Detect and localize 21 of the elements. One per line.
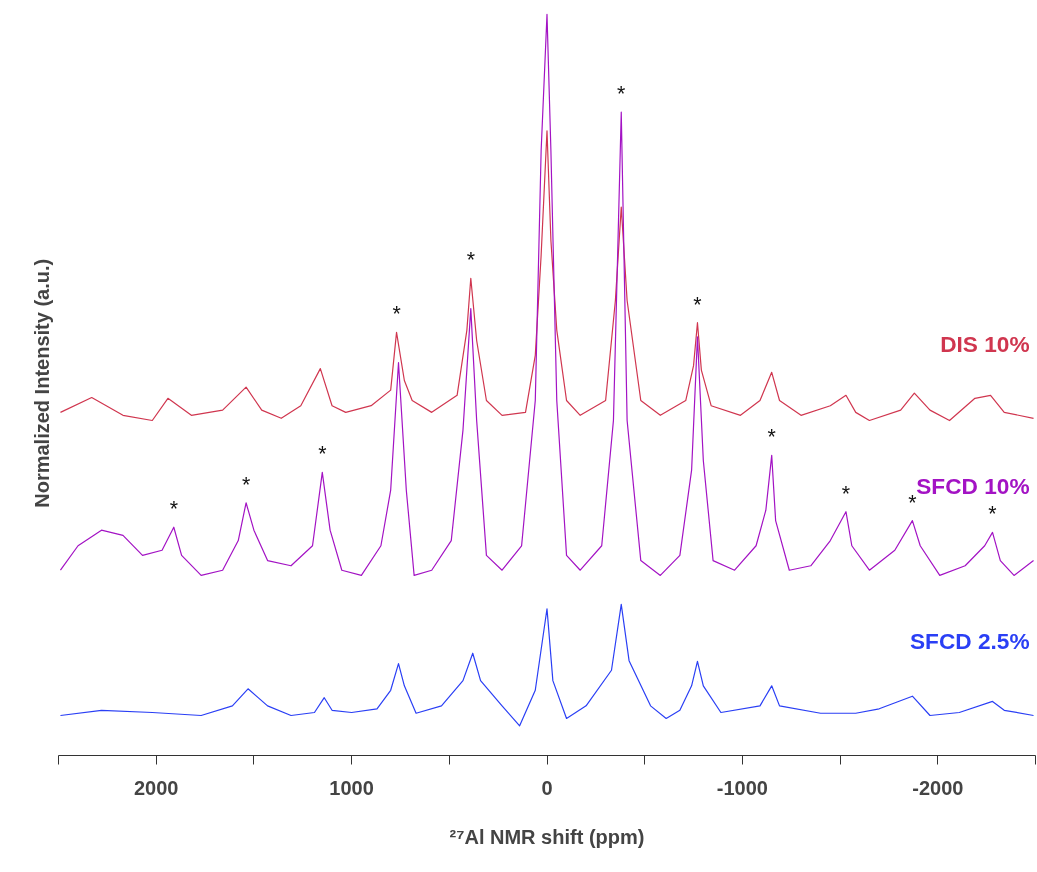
x-tick-label: 1000	[329, 776, 374, 799]
annotation: *	[466, 248, 475, 273]
annotation: *	[169, 497, 178, 522]
x-axis-title: ²⁷Al NMR shift (ppm)	[449, 825, 645, 848]
annotation: *	[767, 425, 776, 450]
series-label: SFCD 10%	[916, 473, 1030, 500]
series-label: SFCD 2.5%	[909, 628, 1030, 655]
series-label: DIS 10%	[940, 331, 1030, 358]
annotation: *	[693, 292, 702, 317]
annotation: *	[617, 82, 626, 107]
x-tick-label: -1000	[716, 776, 768, 799]
x-tick-label: 2000	[133, 776, 179, 799]
y-axis-title: Normalized Intensity (a.u.)	[30, 258, 53, 508]
annotation: *	[908, 490, 917, 515]
x-tick-label: 0	[541, 776, 553, 799]
annotation: *	[241, 472, 251, 497]
annotation: *	[318, 442, 327, 467]
x-tick-label: -2000	[912, 776, 964, 799]
annotation: *	[392, 302, 401, 327]
annotation: *	[841, 481, 851, 506]
annotation: *	[988, 502, 997, 527]
